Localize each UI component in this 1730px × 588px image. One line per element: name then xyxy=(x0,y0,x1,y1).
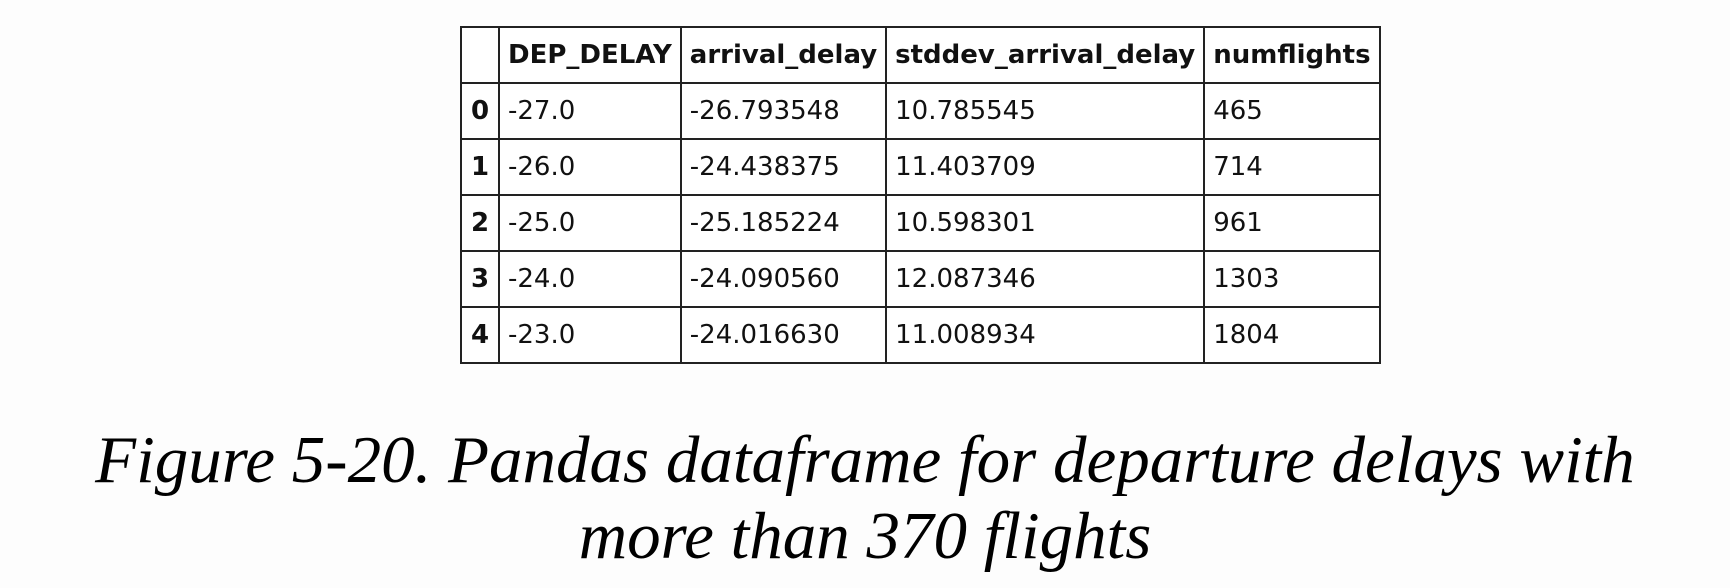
dataframe-table-container: DEP_DELAY arrival_delay stddev_arrival_d… xyxy=(460,26,1381,364)
cell-dep-delay: -27.0 xyxy=(498,82,682,140)
cell-stddev-arrival-delay: 12.087346 xyxy=(885,250,1206,308)
cell-dep-delay: -23.0 xyxy=(498,306,682,364)
row-index: 1 xyxy=(460,138,500,196)
cell-stddev-arrival-delay: 11.008934 xyxy=(885,306,1206,364)
cell-arrival-delay: -24.438375 xyxy=(679,138,888,196)
table-row: 3 -24.0 -24.090560 12.087346 1303 xyxy=(460,250,1381,308)
cell-numflights: 961 xyxy=(1203,194,1381,252)
cell-dep-delay: -24.0 xyxy=(498,250,682,308)
row-index: 4 xyxy=(460,306,500,364)
figure-caption-line-2: more than 370 flights xyxy=(578,499,1152,573)
header-row: DEP_DELAY arrival_delay stddev_arrival_d… xyxy=(460,26,1381,84)
row-index: 2 xyxy=(460,194,500,252)
cell-numflights: 714 xyxy=(1203,138,1381,196)
cell-dep-delay: -25.0 xyxy=(498,194,682,252)
figure-caption: Figure 5-20. Pandas dataframe for depart… xyxy=(0,422,1730,574)
cell-arrival-delay: -26.793548 xyxy=(679,82,888,140)
cell-stddev-arrival-delay: 10.598301 xyxy=(885,194,1206,252)
cell-numflights: 465 xyxy=(1203,82,1381,140)
cell-numflights: 1303 xyxy=(1203,250,1381,308)
table-row: 0 -27.0 -26.793548 10.785545 465 xyxy=(460,82,1381,140)
cell-stddev-arrival-delay: 11.403709 xyxy=(885,138,1206,196)
header-numflights: numflights xyxy=(1203,26,1381,84)
table-row: 2 -25.0 -25.185224 10.598301 961 xyxy=(460,194,1381,252)
cell-arrival-delay: -24.090560 xyxy=(679,250,888,308)
cell-numflights: 1804 xyxy=(1203,306,1381,364)
header-stddev-arrival-delay: stddev_arrival_delay xyxy=(885,26,1206,84)
row-index: 0 xyxy=(460,82,500,140)
table-row: 1 -26.0 -24.438375 11.403709 714 xyxy=(460,138,1381,196)
dataframe-table: DEP_DELAY arrival_delay stddev_arrival_d… xyxy=(460,26,1381,364)
header-index xyxy=(460,26,500,84)
header-arrival-delay: arrival_delay xyxy=(679,26,888,84)
figure-caption-line-1: Figure 5-20. Pandas dataframe for depart… xyxy=(95,423,1635,497)
cell-arrival-delay: -24.016630 xyxy=(679,306,888,364)
header-dep-delay: DEP_DELAY xyxy=(498,26,682,84)
cell-dep-delay: -26.0 xyxy=(498,138,682,196)
cell-arrival-delay: -25.185224 xyxy=(679,194,888,252)
table-row: 4 -23.0 -24.016630 11.008934 1804 xyxy=(460,306,1381,364)
cell-stddev-arrival-delay: 10.785545 xyxy=(885,82,1206,140)
row-index: 3 xyxy=(460,250,500,308)
